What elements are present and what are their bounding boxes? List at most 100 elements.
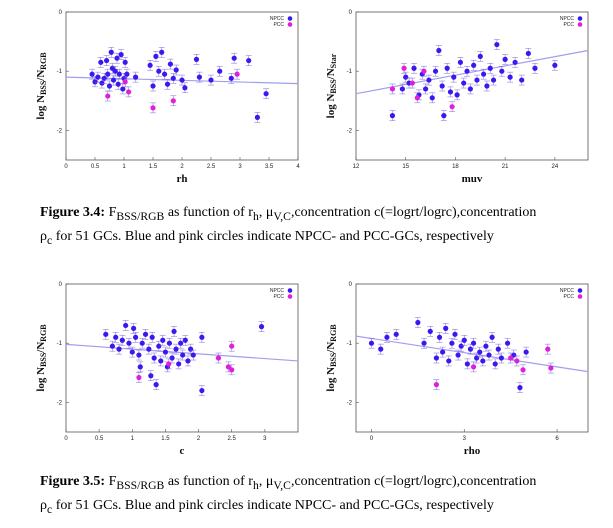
x-axis-label: c (180, 445, 185, 457)
npcc-point (136, 352, 142, 358)
npcc-point (486, 352, 492, 358)
figure-caption-3-4: Figure 3.4: FBSS/RGB as function of rh, … (40, 203, 600, 251)
npcc-point (146, 346, 152, 352)
y-tick-label: -2 (57, 400, 63, 406)
npcc-point (170, 75, 176, 81)
npcc-point (131, 325, 137, 331)
pcc-point (215, 355, 222, 361)
npcc-point (104, 57, 110, 64)
pcc-point (548, 365, 554, 371)
npcc-point (231, 55, 237, 61)
pcc-point (229, 367, 235, 373)
npcc-point (149, 334, 155, 340)
y-axis-label-part: RGB (329, 324, 338, 342)
npcc-point (403, 74, 409, 80)
npcc-point (474, 355, 480, 361)
npcc-point (217, 68, 223, 74)
npcc-point (173, 346, 179, 352)
npcc-point (162, 349, 169, 355)
npcc-point (89, 71, 95, 77)
npcc-point (116, 346, 122, 352)
legend-npcc-marker (287, 16, 293, 21)
npcc-point (113, 334, 119, 340)
npcc-point (105, 71, 111, 77)
x-tick-label: 1.5 (161, 436, 170, 442)
npcc-point (474, 77, 480, 83)
y-axis-label-part: Star (329, 53, 338, 68)
npcc-point (254, 114, 260, 120)
npcc-point (151, 355, 157, 361)
npcc-point (158, 358, 164, 364)
pcc-point (225, 364, 231, 370)
plot-muv: 12 15 18 21 24 0 -1 -2 muv log NBSS/NStar NPCC PCC (320, 4, 600, 189)
npcc-point (399, 86, 405, 92)
y-axis-label-part: BSS (329, 79, 338, 94)
npcc-point (160, 337, 166, 343)
npcc-point (451, 74, 457, 80)
npcc-point (153, 382, 159, 388)
legend-pcc-marker (287, 22, 293, 27)
plot-frame (65, 283, 299, 433)
pcc-point (170, 98, 176, 104)
npcc-point (169, 355, 175, 361)
npcc-point (162, 71, 168, 77)
npcc-point (228, 75, 234, 81)
x-axis-label: muv (462, 173, 483, 185)
y-tick-label: 0 (59, 10, 63, 16)
x-tick-label: 3 (463, 436, 467, 442)
y-axis-label-part: BSS (39, 352, 48, 367)
plot-rh-svg: 0 0.5 1 1.5 2 2.5 3 3.5 4 0 -1 -2 rh log NBSS/NRGB NPC… (35, 10, 300, 185)
npcc-point (495, 346, 501, 352)
npcc-point (464, 68, 470, 74)
npcc-point (492, 361, 498, 367)
npcc-point (519, 77, 525, 83)
y-axis-label-part: log N (35, 95, 47, 120)
npcc-point (467, 346, 474, 352)
pcc-point (136, 374, 142, 381)
y-tick-label: 0 (59, 282, 63, 288)
npcc-point (483, 343, 489, 349)
npcc-point (449, 340, 455, 346)
npcc-point (532, 65, 538, 71)
npcc-point (110, 77, 117, 83)
npcc-point (552, 62, 558, 68)
pcc-point (470, 364, 477, 370)
y-tick-label: 0 (349, 10, 353, 16)
plot-c: 0 0.5 1 1.5 2 2.5 3 0 -1 -2 c log NBSS/NRGB NPCC PCC (30, 276, 310, 461)
npcc-point (429, 95, 435, 101)
y-tick-label: -2 (347, 128, 353, 134)
npcc-point (443, 325, 449, 331)
npcc-point (116, 71, 122, 77)
npcc-point (109, 343, 115, 349)
x-tick-label: 6 (555, 436, 559, 442)
npcc-point (190, 352, 196, 358)
y-axis-label-part: log N (325, 94, 337, 119)
npcc-point (378, 346, 384, 352)
npcc-point (525, 50, 531, 57)
y-axis-label-part: log N (35, 367, 47, 392)
npcc-point (423, 86, 429, 92)
x-tick-label: 1 (122, 164, 126, 170)
x-tick-label: 0 (370, 436, 374, 442)
y-tick-label: -2 (347, 400, 353, 406)
x-tick-label: 2.5 (207, 164, 216, 170)
y-tick-label: -1 (347, 341, 353, 347)
legend-npcc-label: NPCC (270, 288, 285, 294)
npcc-point (199, 387, 205, 394)
pcc-point (166, 361, 172, 367)
npcc-point (467, 86, 473, 92)
npcc-point (461, 80, 467, 86)
y-axis-label-part: BSS (329, 352, 338, 367)
npcc-point (199, 334, 205, 340)
npcc-point (432, 68, 439, 74)
x-tick-label: 24 (552, 164, 559, 170)
npcc-point (120, 86, 126, 92)
x-tick-label: 21 (502, 164, 509, 170)
legend-npcc-marker (577, 288, 583, 293)
npcc-point (185, 358, 191, 364)
y-axis-label-part: /N (325, 68, 337, 80)
npcc-point (446, 358, 452, 364)
plot-frame (65, 11, 299, 161)
npcc-point (477, 53, 483, 60)
npcc-point (480, 358, 486, 364)
